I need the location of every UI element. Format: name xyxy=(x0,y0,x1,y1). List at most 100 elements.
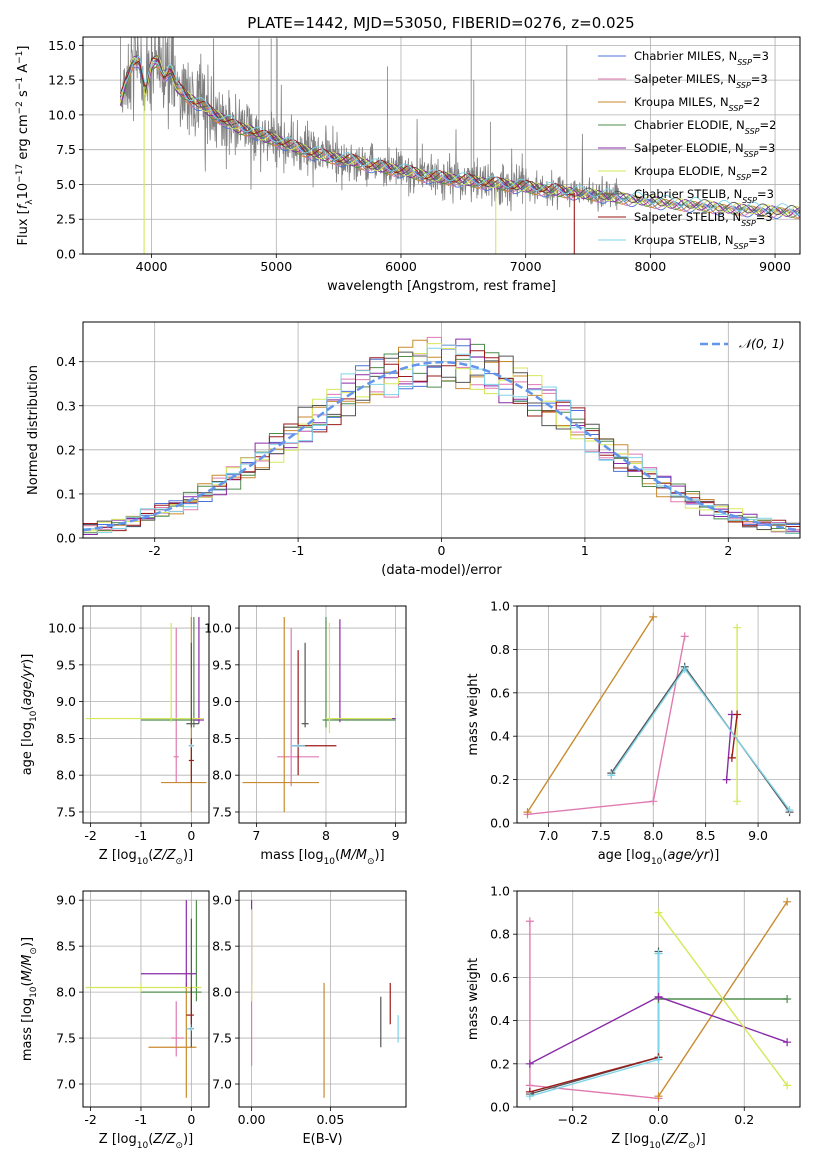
spectrum-plot-area xyxy=(119,37,800,254)
y-tick-label: 0.8 xyxy=(490,642,510,657)
weight-point-marker xyxy=(654,1055,663,1064)
legend-label: Kroupa STELIB, NSSP=3 xyxy=(634,233,765,251)
y-tick-label: 9.0 xyxy=(212,694,232,709)
ebv-mass-plot-area xyxy=(251,900,399,1098)
y-tick-label: 8.5 xyxy=(56,731,76,746)
label-part: Z xyxy=(678,1132,689,1147)
label-part: ( xyxy=(662,848,667,863)
x-tick-label: 1 xyxy=(581,543,589,558)
ebv-mass-xlabel: E(B-V) xyxy=(302,1132,342,1147)
weight-series-line xyxy=(529,1056,659,1093)
label-part: ( xyxy=(20,981,35,986)
label-part: 10 xyxy=(324,857,336,867)
weight-point-marker xyxy=(523,808,532,817)
legend-label: 𝒩(0, 1) xyxy=(739,336,785,351)
z-age-plot-area xyxy=(85,617,207,812)
y-tick-label: 9.5 xyxy=(56,657,76,672)
model-spectrum-line xyxy=(119,54,800,218)
label-part: mass [ xyxy=(260,848,303,863)
x-tick-label: 8.5 xyxy=(696,828,716,843)
label-part: yr xyxy=(695,848,711,863)
weight-point-marker xyxy=(649,612,658,621)
label-part: 10 xyxy=(16,183,31,200)
label-part: age [ xyxy=(20,742,35,775)
label-part: log xyxy=(631,848,651,863)
legend-value: =3 xyxy=(758,141,775,155)
y-tick-label: 0.4 xyxy=(490,1013,510,1028)
weight-point-marker xyxy=(727,753,736,762)
weight-point-marker xyxy=(525,1092,534,1101)
x-tick-label: 0 xyxy=(438,543,446,558)
label-part: −17 xyxy=(15,164,25,183)
label-part: )] xyxy=(20,937,35,947)
label-part: 10 xyxy=(137,857,149,867)
x-tick-label: 7.0 xyxy=(538,828,558,843)
model-spectrum-line xyxy=(119,57,575,196)
label-part: Z [ xyxy=(99,848,117,863)
x-tick-label: 9 xyxy=(392,828,400,843)
label-part: M xyxy=(356,848,367,863)
legend-name: Salpeter STELIB, N xyxy=(634,210,741,224)
age-weight-ylabel: mass weight xyxy=(466,673,481,755)
label-part: ( xyxy=(661,1132,666,1147)
label-part: / xyxy=(161,848,168,863)
x-tick-label: 6000 xyxy=(385,259,417,274)
label-part: A xyxy=(16,64,31,77)
weight-series-line xyxy=(610,667,791,811)
mass-age-grid xyxy=(239,606,406,823)
y-tick-label: 8.0 xyxy=(56,768,76,783)
normal-reference-curve xyxy=(83,360,800,532)
legend-label: Kroupa ELODIE, NSSP=2 xyxy=(634,164,768,182)
label-part: −1 xyxy=(15,77,25,90)
weight-point-marker xyxy=(733,797,742,806)
y-tick-label: 2.5 xyxy=(56,212,76,227)
y-tick-label: 7.0 xyxy=(212,1077,232,1092)
age-weight-ticks: 7.0 7.5 8.0 8.5 9.0 0.0 0.2 0.4 0.6 0.8 1.0 xyxy=(490,599,768,844)
y-tick-label: 0.0 xyxy=(490,1100,510,1115)
y-tick-label: 0.3 xyxy=(56,398,76,413)
label-part: log xyxy=(20,722,35,742)
x-tick-label: -2 xyxy=(84,828,96,843)
label-part: log xyxy=(304,848,324,863)
label-part: )] xyxy=(374,848,384,863)
label-part: 10 xyxy=(29,710,39,722)
label-part: ( xyxy=(20,706,35,711)
label-part: / xyxy=(20,964,35,971)
legend-label: Chabrier ELODIE, NSSP=2 xyxy=(634,118,776,136)
z-mass-ticks: -2 -1 0 7.0 7.5 8.0 8.5 9.0 xyxy=(56,893,195,1127)
label-part: )] xyxy=(709,848,719,863)
label-part: Z [ xyxy=(611,1132,629,1147)
weight-point-marker xyxy=(680,664,689,673)
residual-histogram xyxy=(83,344,800,538)
legend-name: Chabrier MILES, N xyxy=(634,49,737,63)
z-age-frame xyxy=(82,605,210,824)
label-part: log xyxy=(20,998,35,1018)
label-part: )] xyxy=(20,654,35,664)
y-tick-label: 12.5 xyxy=(48,73,76,88)
z-weight-panel: −0.2 0.0 0.20.00.20.40.60.81.0Z [log10(Z/Z… xyxy=(466,884,801,1151)
spectrum-panel: 4000 5000 6000 7000 8000 9000 0.0 2.5 5.0 7.5 10.0… xyxy=(15,36,801,294)
legend-value: =3 xyxy=(756,210,773,224)
weight-point-marker xyxy=(654,949,663,958)
y-tick-label: 1.0 xyxy=(490,599,510,614)
z-weight-ylabel: mass weight xyxy=(466,958,481,1040)
label-part: ⊙ xyxy=(29,947,39,955)
residuals-plot-area xyxy=(83,336,800,538)
residuals-frame xyxy=(82,321,801,539)
legend-name: Kroupa STELIB, N xyxy=(634,233,734,247)
y-tick-label: 7.5 xyxy=(212,1031,232,1046)
weight-series-line xyxy=(657,912,788,1086)
weight-point-marker xyxy=(680,632,689,641)
legend-value: =2 xyxy=(751,164,768,178)
x-tick-label: 8000 xyxy=(634,259,666,274)
model-spectrum-line xyxy=(119,55,800,215)
legend-name: Chabrier STELIB, N xyxy=(634,187,742,201)
mass-age-frame xyxy=(238,605,407,824)
weight-point-marker xyxy=(654,992,663,1001)
legend-value: =3 xyxy=(751,72,768,86)
x-tick-label: 0.0 xyxy=(649,1112,669,1127)
x-tick-label: -1 xyxy=(135,1112,147,1127)
x-tick-label: 2 xyxy=(724,543,732,558)
x-tick-label: 7.5 xyxy=(591,828,611,843)
